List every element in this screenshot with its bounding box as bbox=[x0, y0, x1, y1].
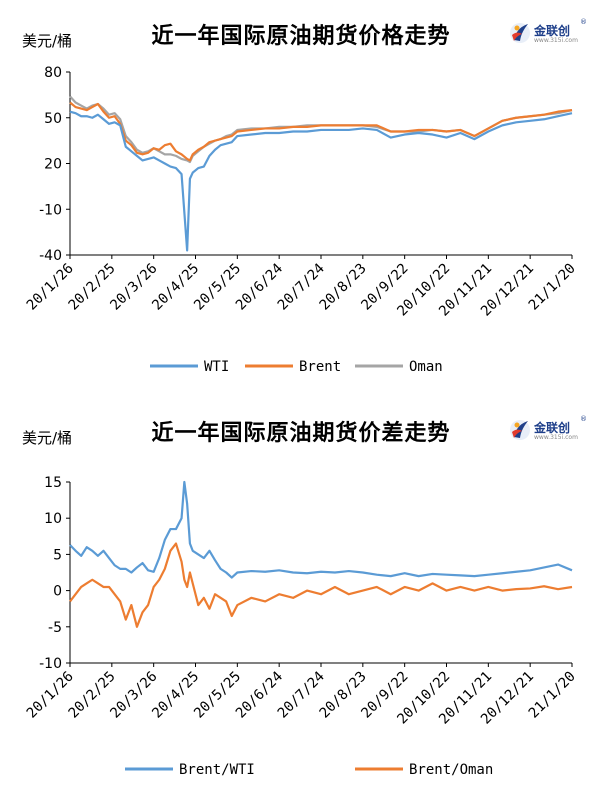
legend-item-brent-wti: Brent/WTI bbox=[125, 762, 255, 778]
y-tick-label: 80 bbox=[44, 65, 62, 81]
legend-label: Brent bbox=[299, 359, 341, 375]
series-line-wti bbox=[69, 110, 573, 252]
brand-logo-icon bbox=[510, 23, 530, 43]
brand-logo: 金联创 www.315i.com ® bbox=[508, 415, 588, 447]
chart-title: 近一年国际原油期货价差走势 bbox=[151, 421, 451, 446]
y-tick-label: 15 bbox=[44, 475, 62, 491]
series-line-brent-oman bbox=[69, 542, 573, 628]
y-tick-label: 5 bbox=[53, 547, 62, 563]
legend-item-brent: Brent bbox=[245, 359, 341, 375]
registered-mark-icon: ® bbox=[580, 415, 587, 423]
price-chart-panel: 美元/桶 近一年国际原油期货价格走势 金联创 www.315i.com ® 80… bbox=[22, 18, 588, 375]
y-tick-label: -10 bbox=[39, 202, 62, 218]
logo-url: www.315i.com bbox=[534, 37, 578, 44]
legend-item-wti: WTI bbox=[150, 359, 229, 375]
brand-logo: 金联创 www.315i.com ® bbox=[508, 18, 588, 50]
y-tick-label: -10 bbox=[39, 656, 62, 672]
legend-label: Brent/Oman bbox=[409, 762, 493, 778]
registered-mark-icon: ® bbox=[580, 18, 587, 26]
y-tick-label: -5 bbox=[48, 620, 62, 636]
spread-chart-panel: 美元/桶 近一年国际原油期货价差走势 金联创 www.315i.com ® 15… bbox=[0, 397, 602, 794]
y-tick-label: 50 bbox=[44, 111, 62, 127]
spread-line-chart: 151050-5-1020/1/2620/2/2520/3/2620/4/252… bbox=[24, 475, 579, 778]
logo-name: 金联创 bbox=[534, 421, 571, 435]
chart-title: 近一年国际原油期货价格走势 bbox=[151, 24, 451, 49]
y-tick-label: 10 bbox=[44, 511, 62, 527]
x-tick-label: 21/1/20 bbox=[526, 261, 579, 314]
legend-item-oman: Oman bbox=[355, 359, 443, 375]
brand-logo-icon bbox=[510, 420, 530, 440]
x-tick-label: 21/1/20 bbox=[526, 669, 579, 722]
legend-item-brent-oman: Brent/Oman bbox=[355, 762, 493, 778]
legend-label: Brent/WTI bbox=[179, 762, 255, 778]
y-tick-label: 0 bbox=[53, 584, 62, 600]
legend-label: Oman bbox=[409, 359, 443, 375]
legend-label: WTI bbox=[204, 359, 229, 375]
y-unit-label: 美元/桶 bbox=[22, 429, 73, 447]
y-unit-label: 美元/桶 bbox=[22, 32, 73, 50]
series-line-brent-wti bbox=[69, 480, 573, 579]
y-tick-label: -40 bbox=[39, 248, 62, 264]
price-line-chart: 805020-10-4020/1/2620/2/2520/3/2620/4/25… bbox=[24, 65, 579, 375]
logo-url: www.315i.com bbox=[534, 434, 578, 441]
y-tick-label: 20 bbox=[44, 157, 62, 173]
logo-name: 金联创 bbox=[534, 24, 571, 38]
